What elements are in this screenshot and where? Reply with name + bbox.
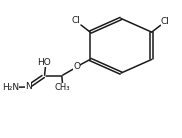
Text: N: N (25, 82, 31, 91)
Text: HO: HO (37, 58, 51, 67)
Text: Cl: Cl (71, 16, 80, 25)
Text: O: O (73, 63, 80, 71)
Text: H₂N: H₂N (2, 83, 19, 92)
Text: Cl: Cl (161, 17, 170, 26)
Text: CH₃: CH₃ (55, 83, 70, 92)
